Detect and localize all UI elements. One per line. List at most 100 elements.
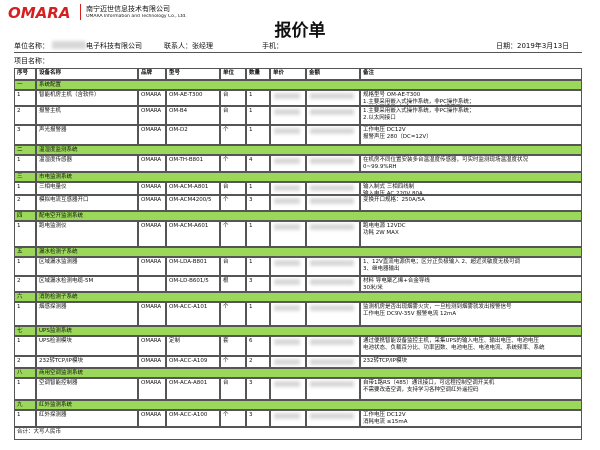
section-no: 四 [14,211,36,221]
note-line: 通过便携智能设备监控主机，采集UPS的输入电压、输出电压、电池电压 [363,338,539,344]
cell-amount [306,302,360,326]
cell-model: OM-ACM4200/5 [166,195,220,211]
cell-model: OM-TH-B801 [166,155,220,172]
note-line: 监测机房是否出现烟雾火灾，一旦检测到烟雾就发出报警信号 [363,304,512,310]
cell-model: OM-LDA-B801 [166,257,220,276]
cell-no: 1 [14,90,36,106]
cell-brand: OMARA [138,356,166,368]
cell-qty: 3 [246,195,270,211]
blur [310,158,354,164]
blur [310,128,354,134]
cell-brand: OMARA [138,257,166,276]
cell-price [270,106,306,125]
blur [310,381,354,387]
blur [274,260,300,266]
cell-unit: 台 [220,257,246,276]
column-header: 序号 [14,68,36,80]
cell-amount [306,356,360,368]
section-no: 六 [14,292,36,302]
cell-no: 1 [14,410,36,427]
cell-name: 区域漏水监测器 [36,257,138,276]
cell-amount [306,90,360,106]
cell-no: 2 [14,356,36,368]
cell-qty: 1 [246,90,270,106]
cell-amount [306,336,360,356]
cell-model: OM-D2 [166,125,220,145]
cell-qty: 3 [246,378,270,400]
cell-unit: 个 [220,302,246,326]
cell-notes: 1、12V直流电源供电；区分正负极输入 2、超近灵敏度无极可调 3、继电器输出 [360,257,582,276]
cell-name: 烟感探测器 [36,302,138,326]
blur [310,260,354,266]
cell-price [270,410,306,427]
note-line: 消耗电流 ≤15mA [363,418,408,425]
cell-model: OM-B4 [166,106,220,125]
cell-notes: 监测机房是否出现烟雾火灾，一旦检测到烟雾就发出报警信号 工作电压 DC9V-35V… [360,302,582,326]
note-line: 3、继电器输出 [363,265,400,272]
section-no: 八 [14,368,36,378]
column-header: 金额 [306,68,360,80]
cell-price [270,221,306,247]
note-line: 规格型号 OM-AE-T300 [363,92,421,98]
cell-qty: 6 [246,336,270,356]
blur [274,279,300,285]
cell-name: 声光报警器 [36,125,138,145]
note-line: 跑电电源 12VDC [363,223,406,229]
cell-model: OM-ACM-A601 [166,221,220,247]
blur [274,128,300,134]
cell-no: 1 [14,336,36,356]
cell-no: 1 [14,221,36,247]
cell-amount [306,257,360,276]
blur [274,93,300,99]
cell-amount [306,378,360,400]
cell-notes: 材料 导电聚乙烯+合金导线 30米/米 [360,276,582,292]
section-title: 漏水检测子系统 [36,247,582,257]
cell-brand: OMARA [138,106,166,125]
blur [310,305,354,311]
section-no: 五 [14,247,36,257]
cell-qty: 1 [246,125,270,145]
note-line: 2.以太网接口 [363,114,396,121]
cell-no: 2 [14,195,36,211]
blur [310,413,354,419]
cell-amount [306,106,360,125]
cell-brand [138,276,166,292]
cell-name: 模拟电流互感器开口 [36,195,138,211]
cell-unit: 台 [220,378,246,400]
cell-qty: 1 [246,106,270,125]
section-title: 商用空调监测系统 [36,368,582,378]
cell-unit: 个 [220,356,246,368]
contact: 联系人：张经理 [164,42,213,50]
cell-no: 1 [14,257,36,276]
cell-unit: 个 [220,155,246,172]
note-line: 电池状态、负载百分比、功率因数、电池电压、电池电流、系统频率、系统 [363,344,545,351]
note-line: 1.主要采用嵌入式操作系统，非PC操作系统； [363,108,475,114]
divider [80,4,81,20]
cell-qty: 1 [246,257,270,276]
note-line: 输入制式 三相四线制 [363,184,415,190]
cell-notes: 自带1路RS（485）通讯接口，可远程控制空调开关机 不需要改造空调，支持学习各种… [360,378,582,400]
cell-unit: 台 [220,90,246,106]
cell-no: 2 [14,276,36,292]
cell-no: 1 [14,182,36,195]
cell-no: 1 [14,155,36,172]
cell-model: OM-LD-B601/5 [166,276,220,292]
blur [310,93,354,99]
cell-unit: 个 [220,221,246,247]
column-header: 设备名称 [36,68,138,80]
note-line: 工作电压 DC12V [363,412,406,418]
blur [274,339,300,345]
column-header: 单价 [270,68,306,80]
cell-notes: 跑电电源 12VDC 功耗 2W MAX [360,221,582,247]
blur [310,279,354,285]
cell-price [270,336,306,356]
cell-unit: 个 [220,125,246,145]
section-title: 消防检测子系统 [36,292,582,302]
column-header: 型号 [166,68,220,80]
blur [274,198,300,204]
blur [274,185,300,191]
note-line: 材料 导电聚乙烯+合金导线 [363,278,430,284]
cell-brand: OMARA [138,378,166,400]
blur [274,109,300,115]
